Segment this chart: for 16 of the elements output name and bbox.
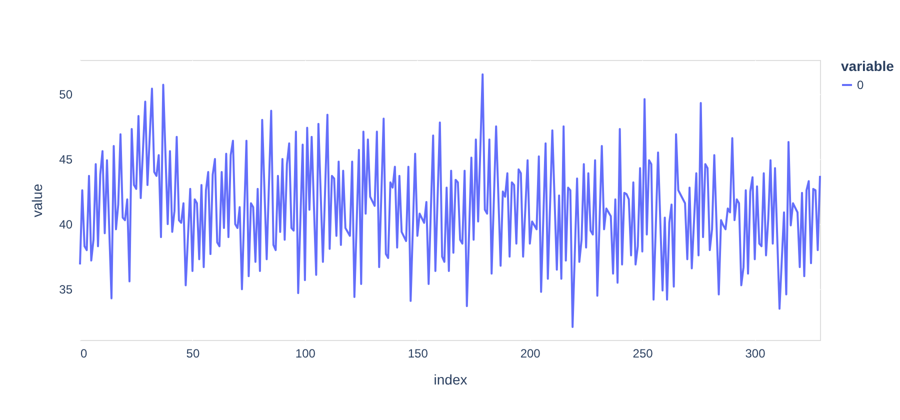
legend-title: variable — [841, 58, 894, 74]
x-axis-title: index — [434, 372, 468, 388]
y-axis-title: value — [29, 184, 46, 218]
x-tick-label: 50 — [186, 346, 200, 360]
y-tick-label: 40 — [59, 218, 73, 232]
legend-label: 0 — [857, 78, 864, 92]
x-tick-label: 100 — [295, 346, 316, 360]
x-tick-label: 200 — [520, 346, 541, 360]
y-tick-label: 35 — [59, 282, 73, 297]
x-tick-label: 0 — [80, 346, 88, 360]
y-tick-label: 45 — [59, 152, 73, 166]
x-tick-label: 250 — [632, 346, 654, 360]
y-tick-label: 50 — [59, 87, 73, 102]
x-tick-label: 150 — [408, 346, 428, 360]
line-series — [79, 73, 821, 328]
x-tick-label: 300 — [745, 346, 766, 360]
